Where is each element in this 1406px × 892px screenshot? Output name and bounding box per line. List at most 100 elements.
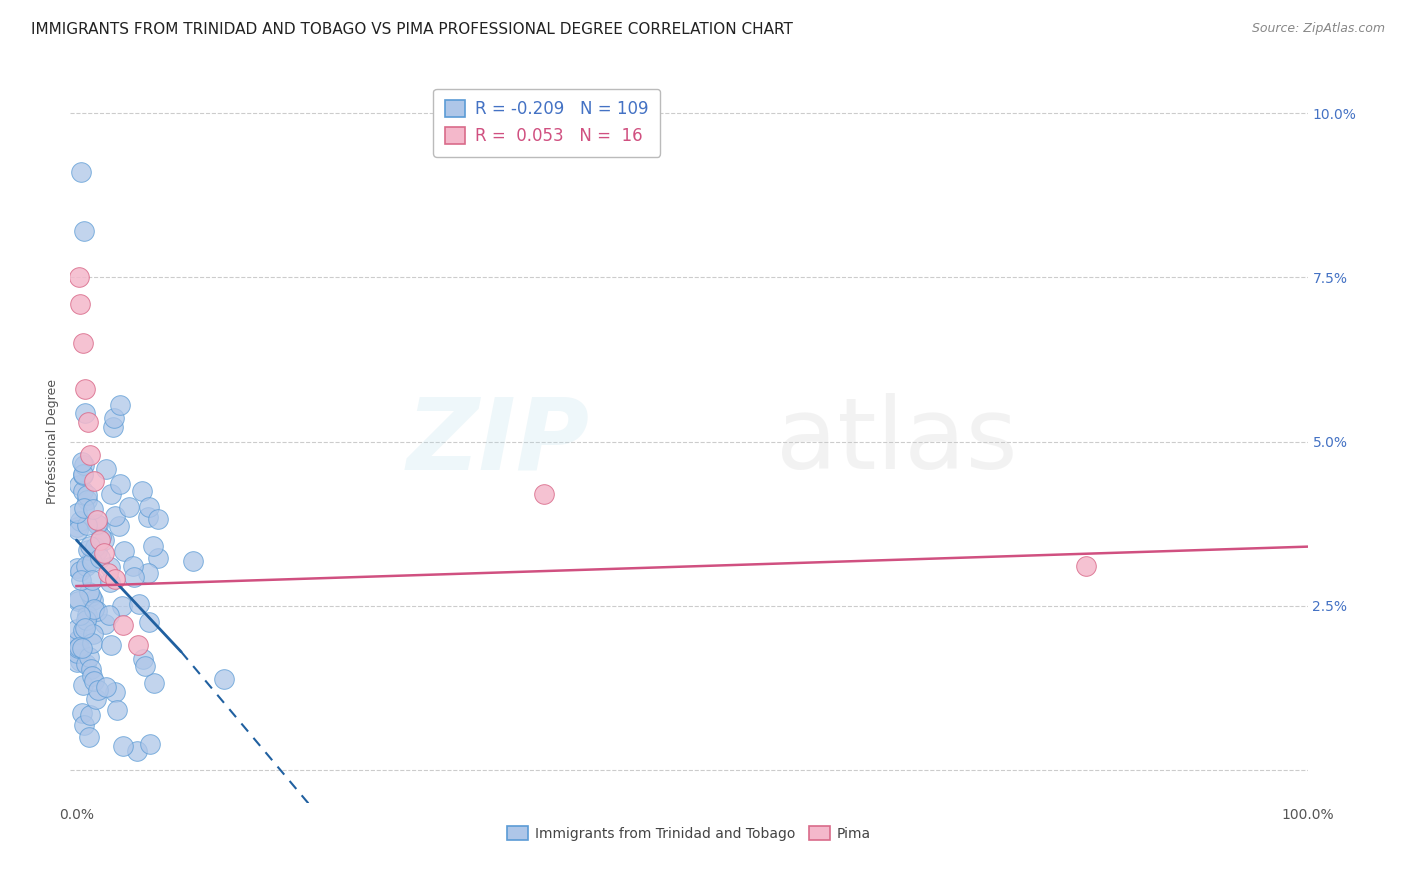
Point [79, 730, 101, 744]
Point [93, 616, 115, 631]
Point [90, 530, 112, 544]
Point [112, 543, 135, 558]
Point [143, 676, 166, 690]
Point [98, 560, 121, 574]
Point [66, 635, 89, 649]
Point [101, 420, 124, 434]
Point [108, 398, 131, 412]
Point [70, 573, 93, 587]
Point [66, 561, 89, 575]
Point [73, 501, 96, 516]
Point [72, 467, 94, 482]
Text: IMMIGRANTS FROM TRINIDAD AND TOBAGO VS PIMA PROFESSIONAL DEGREE CORRELATION CHAR: IMMIGRANTS FROM TRINIDAD AND TOBAGO VS P… [31, 22, 793, 37]
Point [142, 539, 165, 553]
Point [86, 543, 108, 558]
Point [82, 627, 104, 641]
Point [104, 573, 127, 587]
Point [100, 487, 122, 501]
Point [110, 477, 132, 491]
Point [80, 669, 103, 683]
Point [107, 519, 129, 533]
Point [83, 601, 105, 615]
Point [82, 593, 104, 607]
Point [94, 680, 117, 694]
Point [138, 615, 160, 629]
Point [98, 607, 121, 622]
Point [69, 514, 91, 528]
Text: ZIP: ZIP [406, 393, 591, 490]
Point [72, 467, 94, 481]
Point [76, 608, 98, 623]
Point [67, 641, 90, 656]
Point [148, 512, 170, 526]
Point [80, 589, 103, 603]
Point [66, 520, 89, 534]
Point [212, 672, 235, 686]
Point [75, 405, 97, 419]
Point [100, 638, 122, 652]
Point [83, 474, 105, 488]
Point [1074, 559, 1097, 574]
Point [66, 632, 89, 647]
Point [84, 691, 107, 706]
Point [75, 382, 97, 396]
Point [69, 564, 91, 578]
Point [72, 336, 94, 351]
Point [76, 518, 98, 533]
Point [66, 523, 89, 537]
Point [86, 517, 108, 532]
Text: Source: ZipAtlas.com: Source: ZipAtlas.com [1251, 22, 1385, 36]
Point [86, 513, 108, 527]
Point [70, 455, 93, 469]
Point [138, 500, 160, 515]
Point [77, 542, 100, 557]
Point [82, 573, 104, 587]
Point [66, 506, 89, 520]
Point [111, 739, 134, 753]
Point [87, 683, 110, 698]
Point [97, 566, 120, 580]
Point [127, 638, 149, 652]
Point [73, 458, 96, 472]
Point [75, 613, 97, 627]
Point [122, 570, 145, 584]
Point [136, 509, 159, 524]
Point [89, 533, 111, 547]
Point [66, 592, 89, 607]
Point [79, 553, 101, 567]
Point [122, 559, 145, 574]
Point [69, 654, 91, 668]
Point [98, 575, 121, 590]
Point [83, 674, 105, 689]
Point [86, 604, 108, 618]
Point [66, 643, 89, 657]
Point [93, 533, 115, 547]
Point [82, 555, 104, 569]
Point [70, 165, 93, 179]
Point [118, 500, 141, 514]
Point [136, 566, 159, 580]
Point [89, 551, 111, 566]
Point [134, 659, 156, 673]
Point [73, 224, 96, 238]
Point [66, 655, 89, 669]
Point [131, 652, 153, 666]
Point [533, 487, 555, 501]
Point [77, 585, 100, 599]
Point [83, 540, 105, 554]
Point [79, 708, 101, 723]
Point [111, 599, 134, 613]
Point [82, 502, 104, 516]
Point [66, 622, 89, 636]
Y-axis label: Professional Degree: Professional Degree [46, 379, 59, 504]
Point [67, 477, 90, 491]
Point [69, 646, 91, 660]
Point [127, 743, 149, 757]
Point [75, 558, 97, 573]
Point [96, 462, 118, 476]
Point [73, 717, 96, 731]
Text: atlas: atlas [776, 393, 1017, 490]
Point [66, 647, 89, 661]
Point [76, 415, 98, 429]
Point [139, 737, 162, 751]
